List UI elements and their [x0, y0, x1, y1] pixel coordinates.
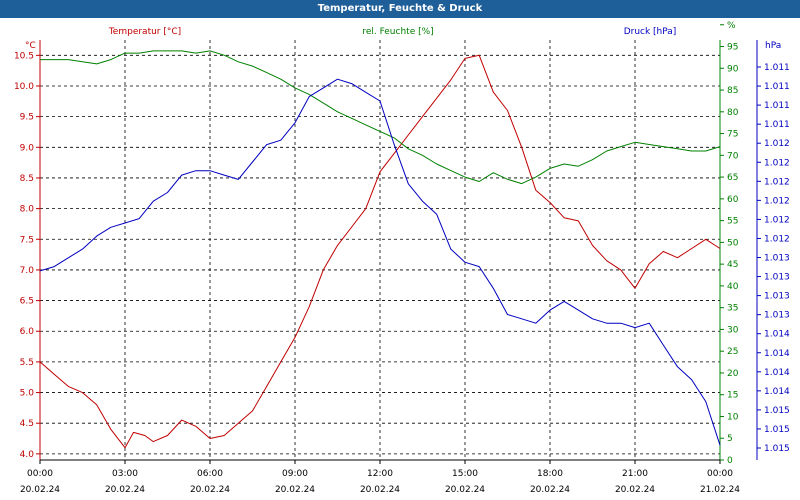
humidity-tick-label: 15: [727, 391, 738, 401]
x-tick-time: 18:00: [537, 469, 563, 479]
humidity-tick-label: 30: [727, 325, 739, 335]
temperature-series-line: [39, 54, 721, 449]
humidity-tick-label: 80: [727, 108, 739, 118]
temperature-tick-label: 7.0: [20, 266, 35, 276]
x-tick-date: 21.02.24: [700, 485, 740, 495]
temperature-tick-label: 10.5: [14, 51, 34, 61]
pressure-tick-label: 1.013: [764, 273, 790, 283]
x-tick-date: 20.02.24: [615, 485, 655, 495]
pressure-tick-label: 1.014: [764, 387, 790, 397]
x-tick-time: 21:00: [622, 469, 648, 479]
x-tick-date: 20.02.24: [105, 485, 145, 495]
humidity-series-line: [40, 50, 721, 185]
pressure-tick-label: 1.015: [764, 406, 790, 416]
pressure-tick-label: 1.011: [764, 120, 790, 130]
humidity-tick-label: %: [727, 21, 736, 31]
x-tick-date: 20.02.24: [20, 485, 60, 495]
x-tick-date: 20.02.24: [360, 485, 400, 495]
temperature-tick-label: 7.5: [20, 235, 34, 245]
temperature-tick-label: 6.5: [20, 297, 34, 307]
pressure-tick-label: 1.014: [764, 330, 790, 340]
humidity-tick-label: 70: [727, 151, 739, 161]
pressure-series-line: [39, 78, 721, 446]
axis-labels: 00:00 20.02.24 03:00 20.02.24 06:00 20.02.24 0…: [14, 21, 790, 495]
x-tick-date: 20.02.24: [275, 485, 315, 495]
humidity-tick-label: 55: [727, 217, 738, 227]
pressure-tick-label: 1.012: [764, 139, 790, 149]
pressure-tick-label: 1.012: [764, 158, 790, 168]
humidity-tick-label: 5: [727, 434, 733, 444]
pressure-tick-label: 1.011: [764, 101, 790, 111]
temperature-tick-label: 8.5: [20, 174, 34, 184]
legend-pressure: Druck [hPa]: [624, 27, 677, 37]
series-group: [39, 50, 721, 449]
humidity-tick-label: 60: [727, 195, 739, 205]
pressure-tick-label: 1.014: [764, 349, 790, 359]
temperature-unit: °C: [25, 41, 36, 51]
pressure-tick-label: 1.014: [764, 368, 790, 378]
pressure-tick-label: 1.012: [764, 196, 790, 206]
pressure-tick-label: 1.011: [764, 63, 790, 73]
temperature-tick-label: 5.5: [20, 358, 34, 368]
humidity-tick-label: 85: [727, 86, 738, 96]
x-tick-time: 03:00: [112, 469, 138, 479]
humidity-tick-label: 65: [727, 173, 738, 183]
pressure-tick-label: 1.012: [764, 177, 790, 187]
legend-humidity: rel. Feuchte [%]: [362, 27, 433, 37]
pressure-tick-label: 1.015: [764, 425, 790, 435]
pressure-tick-label: 1.013: [764, 254, 790, 264]
x-tick-time: 00:00: [707, 469, 733, 479]
pressure-tick-label: 1.011: [764, 82, 790, 92]
x-tick-time: 15:00: [452, 469, 478, 479]
humidity-tick-label: 10: [727, 412, 739, 422]
x-tick-time: 12:00: [367, 469, 393, 479]
temperature-tick-label: 9.0: [20, 143, 35, 153]
humidity-tick-label: 75: [727, 130, 738, 140]
window-title: Temperatur, Feuchte & Druck: [0, 0, 800, 18]
pressure-tick-label: 1.013: [764, 311, 790, 321]
humidity-tick-label: 95: [727, 43, 738, 53]
pressure-tick-label: 1.015: [764, 444, 790, 454]
temperature-tick-label: 6.0: [20, 327, 35, 337]
axes: [36, 24, 761, 464]
x-tick-date: 20.02.24: [445, 485, 485, 495]
humidity-tick-label: 40: [727, 282, 739, 292]
grid-lines: [40, 40, 720, 460]
humidity-tick-label: 25: [727, 347, 738, 357]
temperature-tick-label: 4.0: [20, 450, 35, 460]
x-tick-time: 06:00: [197, 469, 223, 479]
x-tick-time: 09:00: [282, 469, 308, 479]
humidity-tick-label: 90: [727, 64, 739, 74]
humidity-tick-label: 50: [727, 238, 739, 248]
humidity-tick-label: 45: [727, 260, 738, 270]
temperature-tick-label: 10.0: [14, 82, 34, 92]
pressure-tick-label: 1.012: [764, 215, 790, 225]
pressure-unit: hPa: [765, 41, 781, 51]
humidity-tick-label: 0: [727, 456, 733, 466]
pressure-tick-label: 1.013: [764, 292, 790, 302]
legend-temperature: Temperatur [°C]: [108, 27, 181, 37]
x-tick-date: 20.02.24: [530, 485, 570, 495]
pressure-tick-label: 1.012: [764, 234, 790, 244]
humidity-tick-label: 20: [727, 369, 739, 379]
temperature-tick-label: 9.5: [20, 113, 34, 123]
x-tick-time: 00:00: [27, 469, 53, 479]
temperature-tick-label: 5.0: [20, 389, 35, 399]
humidity-tick-label: 35: [727, 304, 738, 314]
temperature-tick-label: 8.0: [20, 205, 35, 215]
temperature-tick-label: 4.5: [20, 419, 34, 429]
x-tick-date: 20.02.24: [190, 485, 230, 495]
